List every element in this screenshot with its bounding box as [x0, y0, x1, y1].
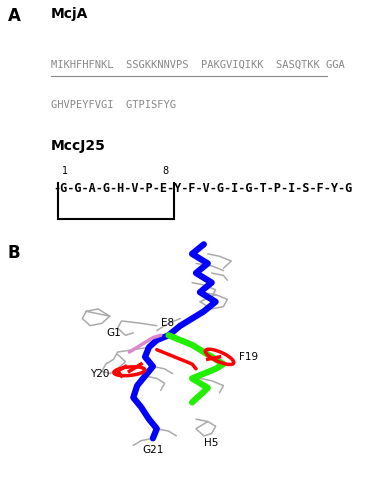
Text: A: A [8, 8, 21, 25]
Text: 8: 8 [163, 166, 169, 176]
Text: MccJ25: MccJ25 [51, 139, 106, 153]
Text: Y20: Y20 [91, 369, 110, 378]
Text: 1: 1 [62, 166, 68, 176]
Text: B: B [8, 244, 20, 262]
Text: G1: G1 [107, 328, 122, 338]
Text: F19: F19 [239, 352, 258, 362]
Text: E8: E8 [161, 318, 174, 328]
Text: H5: H5 [204, 438, 218, 448]
Text: McjA: McjA [51, 8, 88, 22]
Text: G21: G21 [142, 445, 163, 456]
Text: MIKHFHFNKL  SSGKKNNVPS  PAKGVIQIKK  SASQTKK GGA: MIKHFHFNKL SSGKKNNVPS PAKGVIQIKK SASQTKK… [51, 60, 345, 70]
Text: -G-G-A-G-H-V-P-E-Y-F-V-G-I-G-T-P-I-S-F-Y-G: -G-G-A-G-H-V-P-E-Y-F-V-G-I-G-T-P-I-S-F-Y… [53, 182, 352, 195]
Text: GHVPEYFVGI  GTPISFYG: GHVPEYFVGI GTPISFYG [51, 100, 176, 110]
